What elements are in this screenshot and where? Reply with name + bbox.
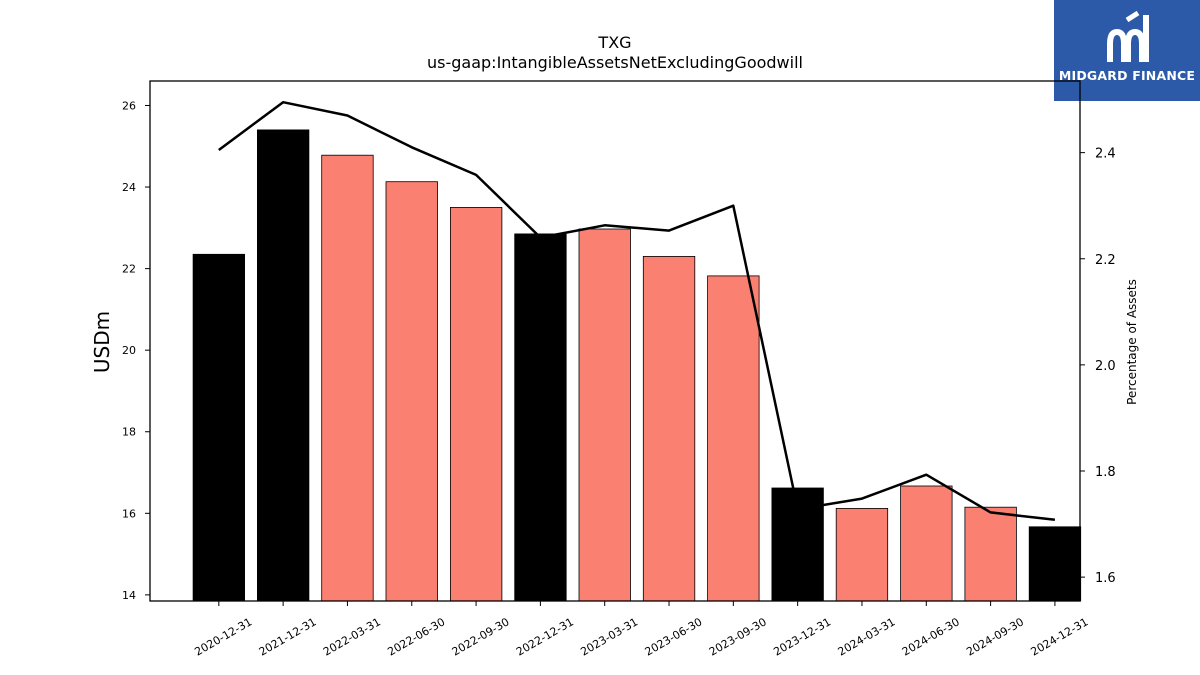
- x-tick-label: 2023-03-31: [578, 615, 640, 658]
- y-tick-label: 16: [122, 507, 136, 520]
- brand-name: MIDGARD FINANCE: [1058, 68, 1196, 83]
- y-tick-label: 22: [122, 263, 136, 276]
- bar: [578, 228, 631, 602]
- x-tick-label: 2024-09-30: [964, 615, 1026, 658]
- y2-tick-label: 2.2: [1095, 253, 1116, 268]
- y2-tick-label: 2.4: [1095, 147, 1116, 162]
- bar: [449, 206, 503, 602]
- bar: [256, 129, 310, 602]
- y2-axis-label: Percentage of Assets: [1125, 279, 1139, 405]
- x-tick-label: 2021-12-31: [257, 615, 319, 658]
- x-tick-label: 2022-06-30: [385, 615, 447, 658]
- x-tick-label: 2022-12-31: [514, 615, 576, 658]
- y-tick-label: 24: [122, 181, 136, 194]
- plot-frame: [149, 80, 1081, 602]
- bars-group: [192, 129, 1082, 602]
- y2-tick-label: 1.6: [1095, 571, 1116, 586]
- bar: [1028, 526, 1082, 602]
- chart-subtitle: us-gaap:IntangibleAssetsNetExcludingGood…: [427, 53, 803, 72]
- percentage-line: [218, 100, 1056, 522]
- brand-logo: MIDGARD FINANCE: [1054, 0, 1200, 101]
- chart-title: TXG: [597, 33, 631, 52]
- x-tick-label: 2024-12-31: [1029, 615, 1091, 658]
- bar: [835, 507, 889, 602]
- bar: [964, 506, 1017, 602]
- bar: [707, 275, 760, 602]
- bar: [321, 154, 374, 602]
- y-tick-label: 14: [122, 589, 136, 602]
- x-tick-label: 2022-09-30: [450, 615, 512, 658]
- x-tick-label: 2023-09-30: [707, 615, 769, 658]
- bar: [192, 253, 246, 602]
- y-tick-label: 20: [122, 344, 136, 357]
- y-axis-label: USDm: [90, 311, 114, 373]
- y2-tick-label: 1.8: [1095, 465, 1116, 480]
- midgard-m-logo-icon: [1107, 10, 1149, 62]
- x-tick-label: 2024-06-30: [900, 615, 962, 658]
- bar: [385, 181, 438, 602]
- y-tick-label: 18: [122, 426, 136, 439]
- bar: [900, 485, 953, 602]
- percentage-line-group: [218, 100, 1056, 522]
- bar: [642, 255, 696, 602]
- x-tick-label: 2020-12-31: [192, 615, 254, 658]
- bar: [514, 233, 567, 602]
- y2-tick-label: 2.0: [1095, 359, 1116, 374]
- x-tick-label: 2024-03-31: [836, 615, 898, 658]
- y-tick-label: 26: [122, 99, 136, 112]
- x-tick-label: 2023-06-30: [643, 615, 705, 658]
- x-tick-label: 2023-12-31: [771, 615, 833, 658]
- x-tick-label: 2022-03-31: [321, 615, 383, 658]
